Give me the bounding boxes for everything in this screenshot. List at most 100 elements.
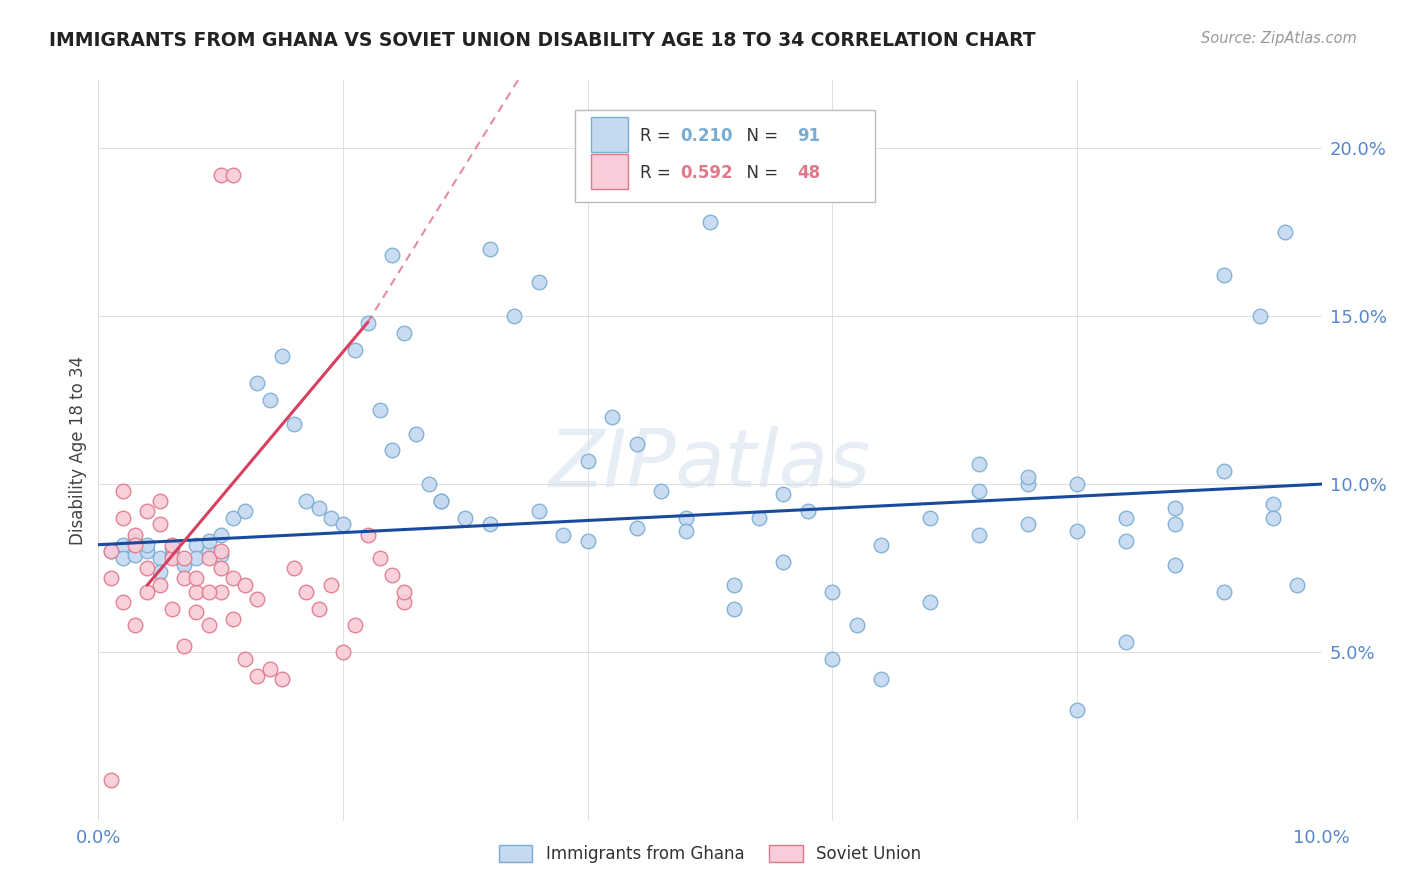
Point (478, 242, 501, 256)
Point (124, 548, 146, 562)
Point (1249, 309, 1271, 323)
Point (626, 521, 648, 535)
Point (1066, 524, 1088, 539)
Point (527, 275, 550, 289)
Point (527, 504, 550, 518)
Point (173, 551, 195, 566)
Point (186, 584, 208, 599)
Point (259, 662, 281, 676)
Text: ZIPatlas: ZIPatlas (548, 426, 872, 504)
Point (344, 343, 367, 357)
Point (1115, 534, 1137, 549)
Point (748, 510, 770, 524)
Point (699, 214, 721, 228)
Point (920, 510, 942, 524)
Point (319, 578, 342, 592)
Point (173, 558, 195, 572)
Point (1066, 703, 1088, 717)
Text: IMMIGRANTS FROM GHANA VS SOVIET UNION DISABILITY AGE 18 TO 34 CORRELATION CHART: IMMIGRANTS FROM GHANA VS SOVIET UNION DI… (49, 31, 1036, 50)
Point (270, 673, 292, 687)
Point (772, 554, 794, 569)
Point (233, 652, 256, 666)
Point (392, 595, 416, 609)
Point (1164, 517, 1187, 532)
Point (675, 524, 697, 539)
Point (356, 316, 378, 330)
Point (186, 538, 208, 552)
Point (675, 510, 697, 524)
Text: 0.592: 0.592 (681, 164, 734, 182)
Point (124, 527, 146, 541)
Point (136, 561, 159, 575)
Point (233, 504, 256, 518)
Point (356, 527, 378, 541)
FancyBboxPatch shape (592, 153, 628, 189)
Point (1212, 268, 1234, 283)
Point (100, 544, 122, 558)
Point (870, 538, 893, 552)
Point (295, 584, 318, 599)
Point (308, 500, 330, 515)
Point (967, 527, 990, 541)
Point (381, 568, 404, 582)
Point (1164, 558, 1187, 572)
Point (821, 652, 844, 666)
Point (332, 517, 354, 532)
Point (576, 534, 599, 549)
Point (222, 571, 245, 585)
Point (136, 538, 159, 552)
Point (111, 551, 134, 566)
Point (149, 551, 172, 566)
Point (160, 538, 183, 552)
Point (1017, 517, 1039, 532)
Point (124, 538, 146, 552)
Point (723, 601, 745, 615)
Point (209, 544, 232, 558)
Point (430, 494, 453, 508)
Point (197, 534, 219, 549)
Point (626, 436, 648, 450)
Point (186, 571, 208, 585)
Point (209, 548, 232, 562)
Text: R =: R = (640, 164, 676, 182)
FancyBboxPatch shape (592, 117, 628, 153)
Point (1115, 510, 1137, 524)
Point (650, 483, 672, 498)
Point (1261, 510, 1284, 524)
Point (772, 487, 794, 501)
Point (222, 510, 245, 524)
Point (186, 551, 208, 566)
Point (381, 443, 404, 458)
Point (920, 595, 942, 609)
Point (233, 578, 256, 592)
Point (418, 477, 440, 491)
Point (136, 544, 159, 558)
Point (1286, 578, 1309, 592)
Point (209, 584, 232, 599)
Point (246, 591, 269, 606)
Point (160, 551, 183, 566)
Point (160, 601, 183, 615)
Point (124, 618, 146, 632)
Point (576, 453, 599, 467)
Point (1017, 477, 1039, 491)
Point (246, 376, 269, 391)
Point (797, 504, 820, 518)
Point (173, 571, 195, 585)
Point (1017, 470, 1039, 484)
Text: N =: N = (735, 127, 783, 145)
Point (368, 403, 391, 417)
Point (1212, 464, 1234, 478)
Text: Source: ZipAtlas.com: Source: ZipAtlas.com (1201, 31, 1357, 46)
Point (149, 565, 172, 579)
Point (100, 571, 122, 585)
Point (392, 326, 416, 340)
Point (319, 510, 342, 524)
Point (111, 483, 134, 498)
Point (308, 601, 330, 615)
Point (821, 584, 844, 599)
Point (222, 612, 245, 626)
Point (553, 527, 575, 541)
Point (100, 544, 122, 558)
Point (503, 309, 526, 323)
